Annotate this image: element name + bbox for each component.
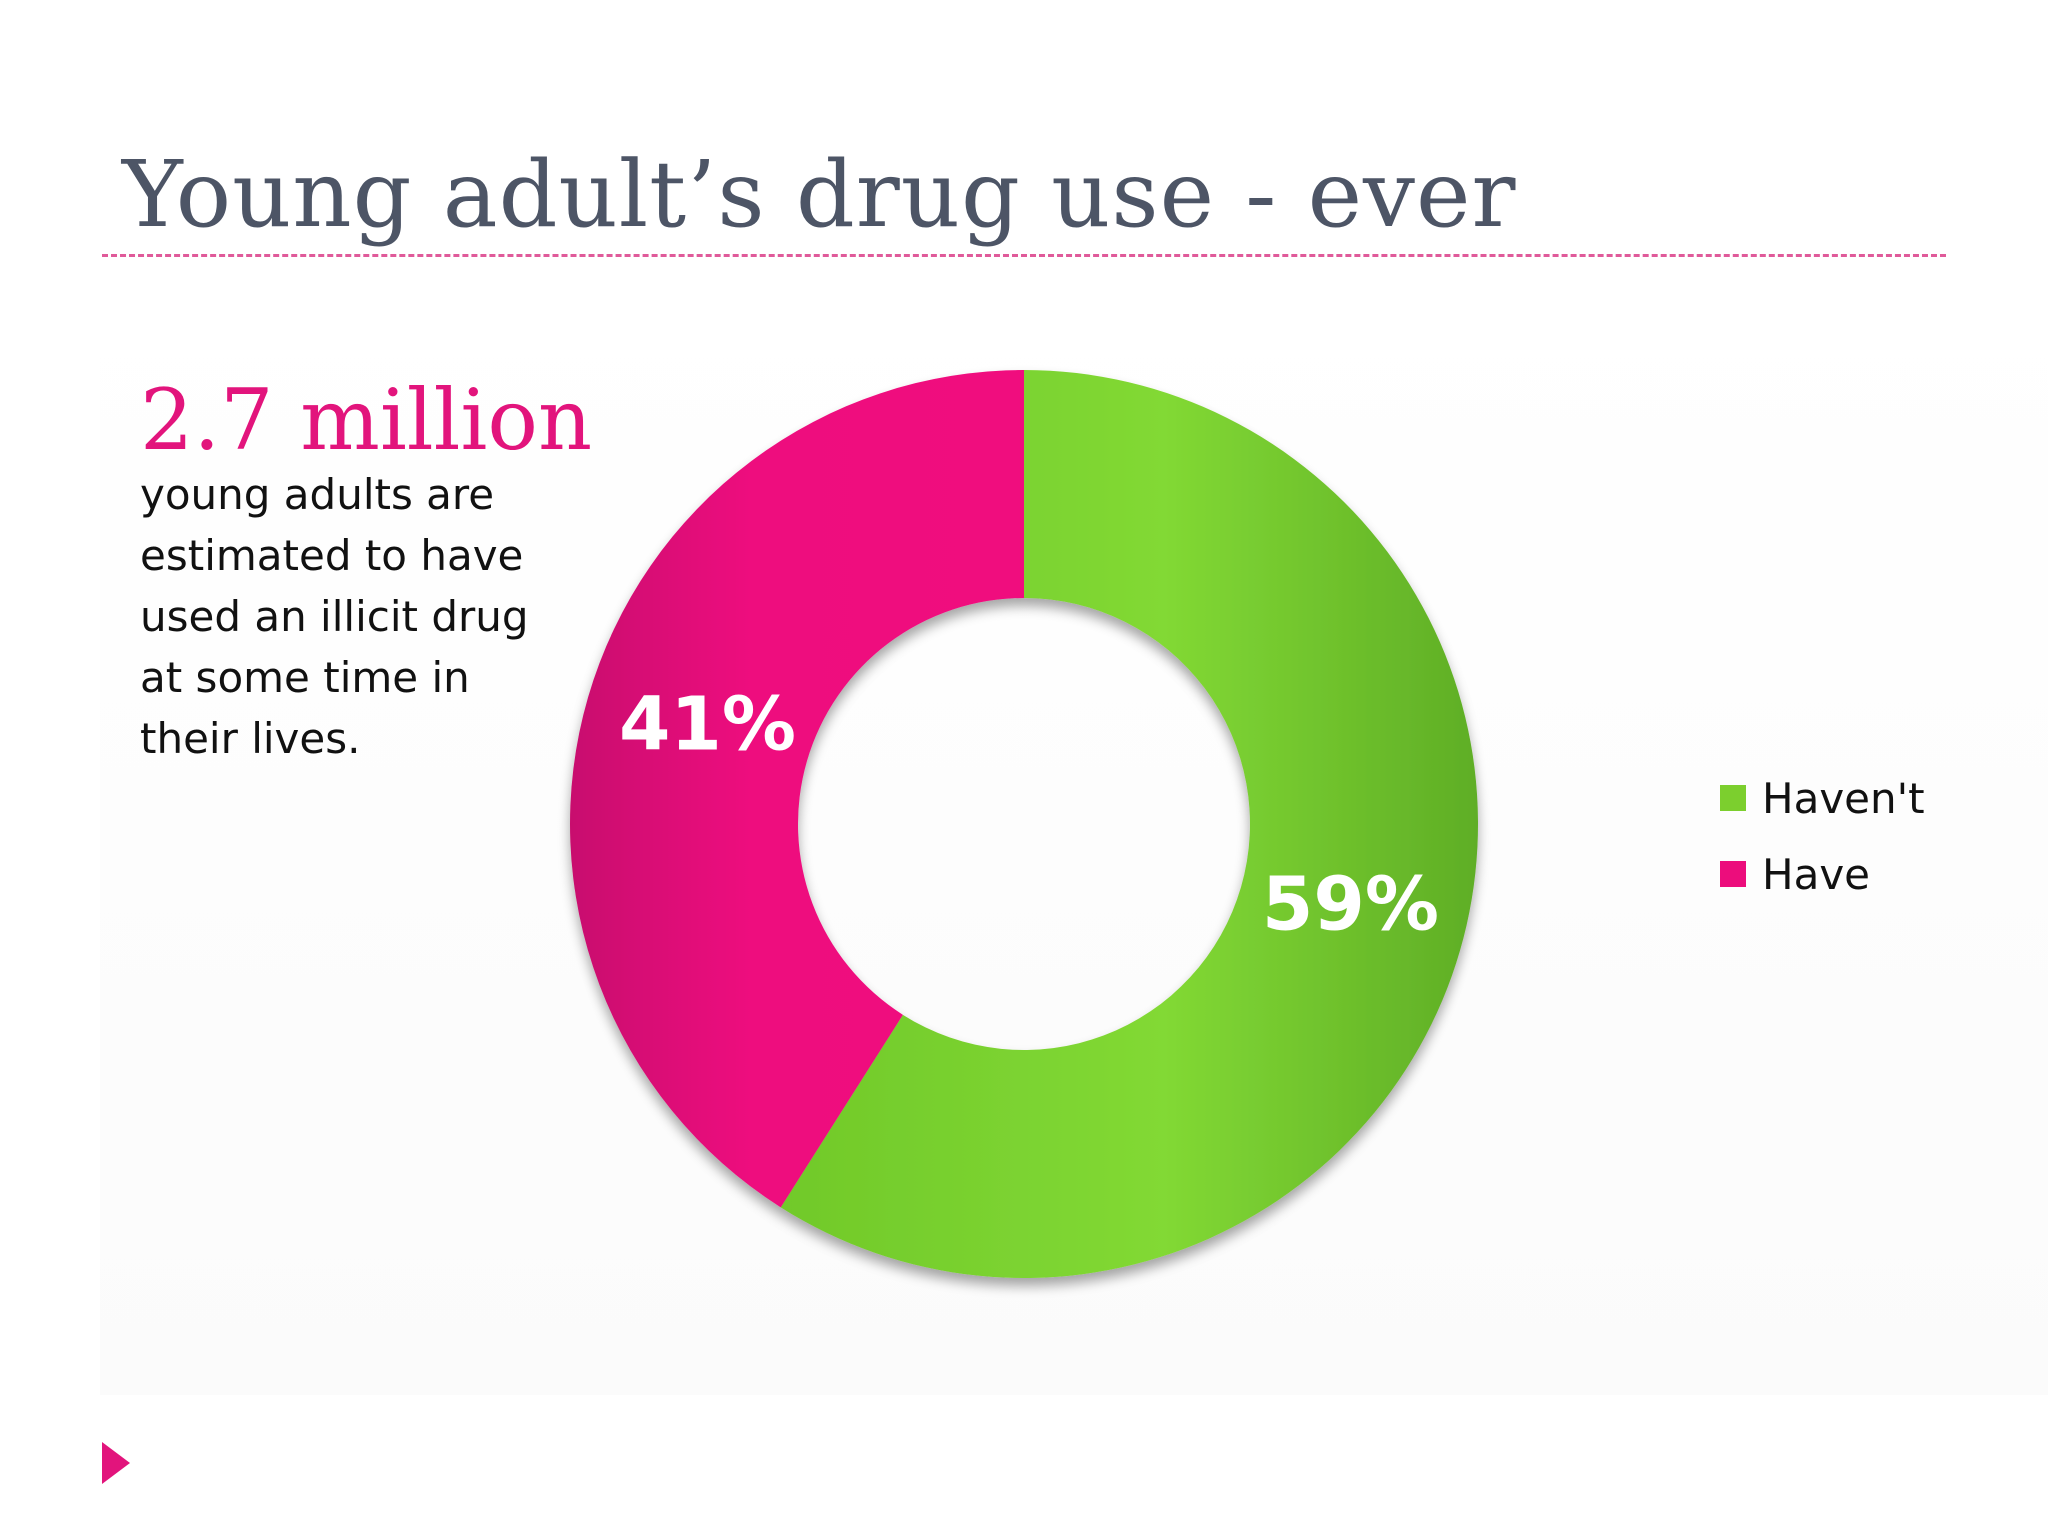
donut-chart: 59% 41% (570, 370, 1478, 1278)
legend-item-have: Have (1720, 836, 1925, 912)
legend-item-havent: Haven't (1720, 760, 1925, 836)
legend-label-have: Have (1762, 849, 1871, 899)
legend-swatch-havent (1720, 785, 1746, 811)
slice-label-havent: 59% (1262, 861, 1439, 947)
slide-title: Young adult’s drug use - ever (122, 141, 1517, 248)
stat-description: young adults are estimated to have used … (140, 470, 529, 763)
title-divider (102, 254, 1946, 257)
legend-swatch-have (1720, 861, 1746, 887)
slice-have (570, 370, 1024, 1208)
chart-legend: Haven't Have (1720, 760, 1925, 912)
legend-label-havent: Haven't (1762, 773, 1925, 823)
triangle-right-icon[interactable] (102, 1442, 130, 1484)
stat-value: 2.7 million (140, 371, 593, 469)
slice-label-have: 41% (619, 682, 796, 768)
slice-havent (780, 370, 1478, 1278)
